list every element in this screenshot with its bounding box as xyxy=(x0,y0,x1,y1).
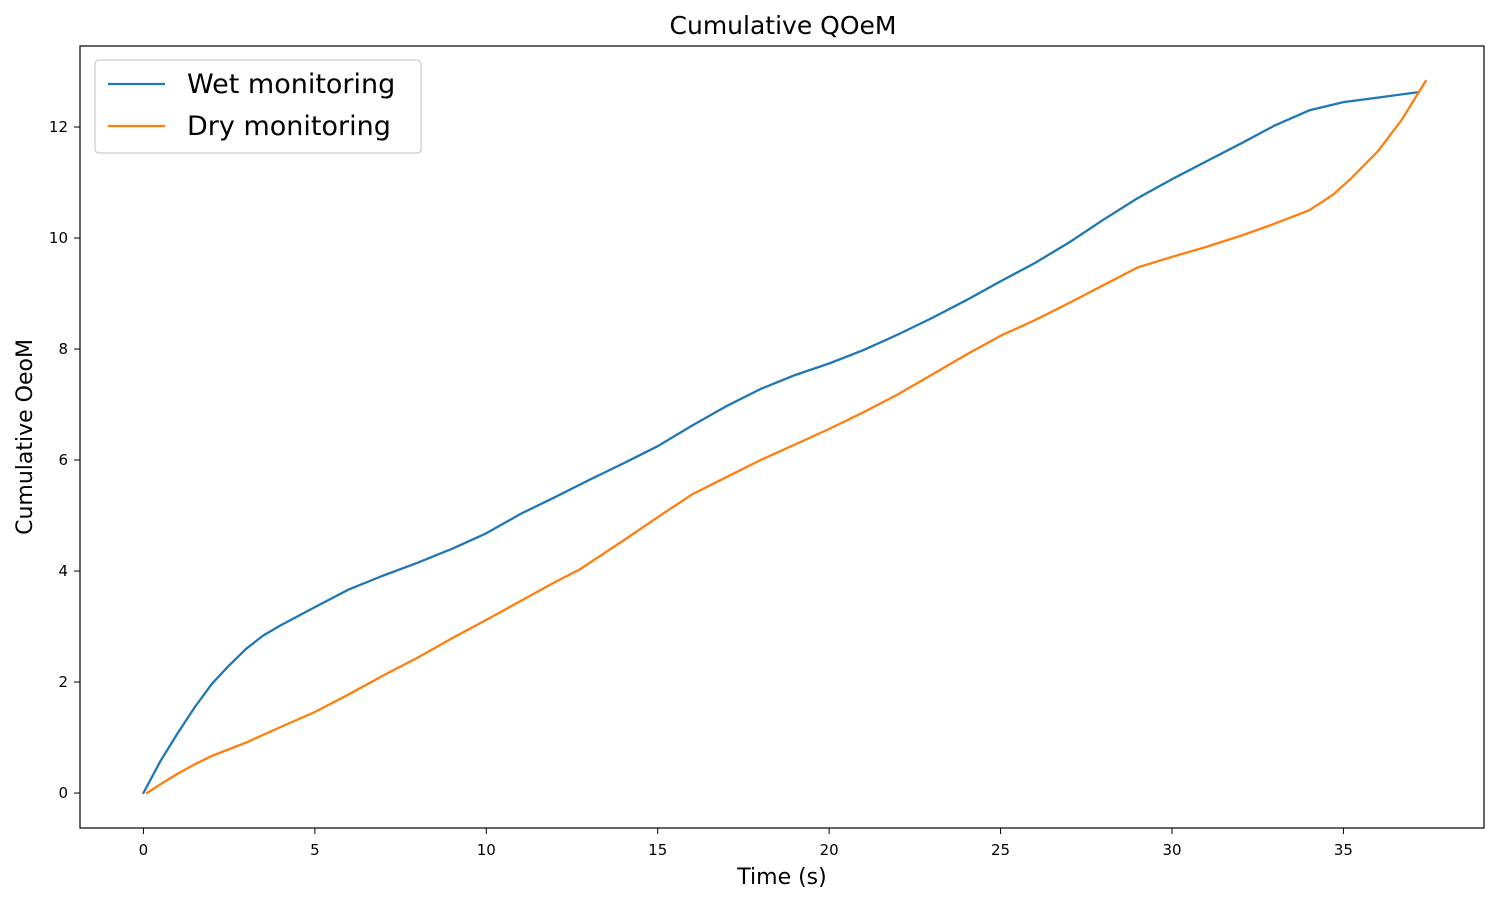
legend-box xyxy=(94,59,422,154)
x-axis: 0 5 10 15 20 25 30 35 xyxy=(139,828,1353,859)
plot-area xyxy=(142,79,1427,795)
plot-frame xyxy=(79,45,1485,829)
legend-label: Dry monitoring xyxy=(187,111,391,142)
legend-label: Wet monitoring xyxy=(187,69,395,100)
y-tick-label: 12 xyxy=(49,118,68,136)
y-tick-label: 10 xyxy=(49,229,68,247)
x-tick-label: 0 xyxy=(139,841,149,859)
y-tick-label: 4 xyxy=(58,562,68,580)
chart-title: Cumulative QOeM xyxy=(670,11,897,40)
y-axis-label: Cumulative OeoM xyxy=(13,339,38,535)
x-tick-label: 20 xyxy=(820,841,839,859)
x-tick-label: 5 xyxy=(310,841,320,859)
y-tick-label: 6 xyxy=(58,451,68,469)
x-tick-label: 15 xyxy=(648,841,667,859)
x-tick-label: 10 xyxy=(477,841,496,859)
series-line-dry-monitoring xyxy=(145,79,1427,795)
x-tick-label: 35 xyxy=(1334,841,1353,859)
y-axis: 0 2 4 6 8 10 12 xyxy=(49,118,80,802)
x-tick-label: 25 xyxy=(991,841,1010,859)
y-tick-label: 2 xyxy=(58,673,68,691)
x-tick-label: 30 xyxy=(1162,841,1181,859)
legend: Wet monitoring Dry monitoring xyxy=(94,59,422,154)
x-axis-label: Time (s) xyxy=(736,865,826,890)
series-line-wet-monitoring xyxy=(142,90,1421,795)
y-tick-label: 0 xyxy=(58,784,68,802)
y-tick-label: 8 xyxy=(58,340,68,358)
